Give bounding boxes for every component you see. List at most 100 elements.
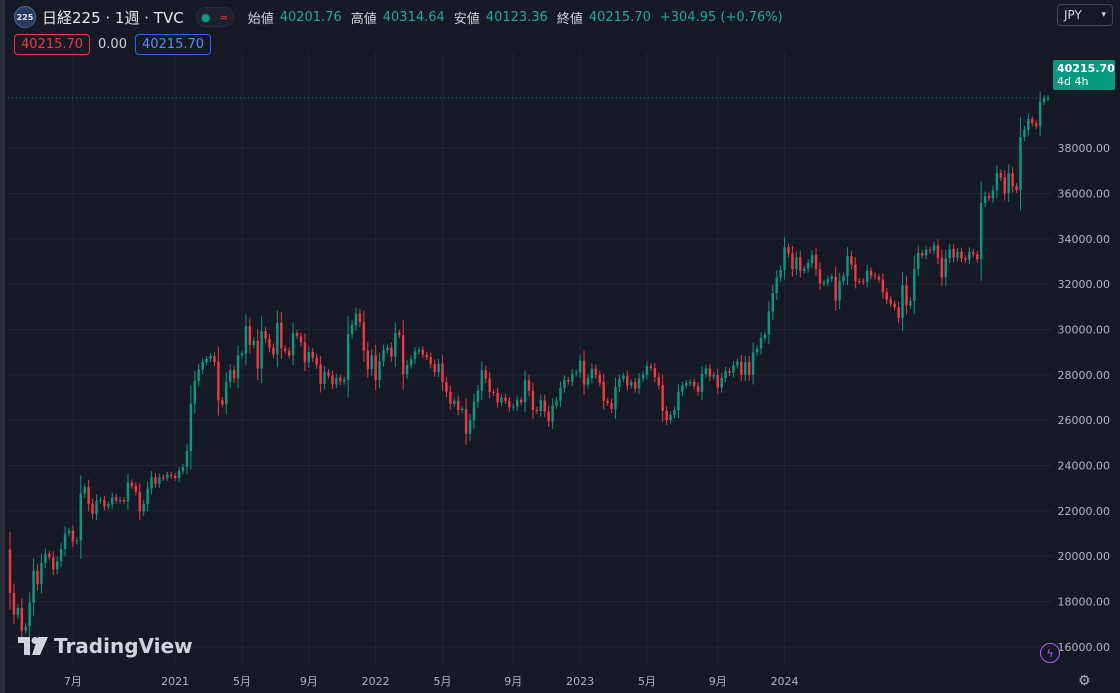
- candle: [358, 308, 362, 328]
- candle-body: [976, 254, 979, 260]
- candle: [964, 255, 967, 263]
- candle: [390, 342, 393, 362]
- currency-select[interactable]: JPY ▾: [1057, 4, 1113, 26]
- candle: [610, 398, 613, 414]
- candle-body: [79, 493, 82, 541]
- candle: [445, 377, 448, 397]
- candle: [582, 350, 586, 395]
- candle-body: [1034, 123, 1038, 127]
- candle: [79, 475, 82, 559]
- candle-body: [602, 382, 605, 401]
- candle-body: [747, 362, 751, 375]
- candle-body: [582, 360, 586, 385]
- candle: [248, 317, 252, 354]
- candle-body: [543, 400, 546, 412]
- tradingview-logo[interactable]: TradingView: [18, 634, 193, 658]
- candle: [40, 553, 43, 594]
- candle-body: [24, 626, 27, 631]
- candle-body: [232, 370, 236, 379]
- candle: [240, 350, 244, 359]
- candle-body: [95, 500, 98, 514]
- candle: [232, 365, 236, 384]
- gear-icon[interactable]: ⚙: [1078, 673, 1091, 689]
- candle-body: [122, 499, 126, 502]
- candle: [657, 372, 660, 390]
- candle-body: [484, 370, 487, 379]
- status-pill[interactable]: ● ≈: [195, 7, 234, 27]
- candle: [567, 376, 570, 385]
- candle: [284, 345, 287, 354]
- candle-body: [586, 378, 590, 385]
- candle-body: [476, 390, 480, 403]
- candle-body: [622, 375, 625, 379]
- candle-body: [189, 403, 193, 452]
- candle-body: [944, 258, 947, 278]
- candle: [641, 371, 645, 382]
- candle: [350, 319, 354, 340]
- candle: [44, 548, 47, 569]
- price-axis: 16000.00 18000.00 20000.00 22000.00 24000.00…: [1058, 142, 1111, 654]
- candle: [303, 333, 307, 372]
- candle: [83, 483, 86, 498]
- candle: [885, 287, 889, 304]
- change-value: +304.95 (+0.76%): [659, 9, 783, 25]
- candle: [630, 379, 633, 389]
- candle-body: [563, 379, 566, 388]
- candle: [374, 344, 377, 391]
- candle: [822, 279, 826, 287]
- candle-body: [1027, 119, 1030, 131]
- candle: [818, 262, 822, 290]
- symbol-logo-icon[interactable]: 225: [14, 6, 36, 28]
- candle: [602, 373, 605, 410]
- candle-body: [394, 332, 397, 357]
- candle: [150, 471, 153, 495]
- buy-button[interactable]: 40215.70: [134, 34, 212, 55]
- candle-body: [464, 408, 468, 435]
- candle: [126, 474, 130, 510]
- candle-body: [433, 364, 436, 373]
- candle-body: [504, 397, 507, 401]
- candle-body: [928, 249, 932, 251]
- candle-body: [712, 374, 716, 377]
- symbol-title[interactable]: 日経225 · 1週 · TVC: [42, 8, 184, 27]
- candle: [91, 498, 94, 520]
- candle: [924, 245, 928, 260]
- candle-body: [826, 278, 830, 283]
- candle-body: [185, 451, 189, 468]
- candle: [382, 344, 385, 367]
- lightning-icon[interactable]: ϟ: [1040, 643, 1060, 663]
- candle: [712, 371, 716, 380]
- trade-tags: 40215.70 0.00 40215.70: [14, 34, 212, 55]
- candle: [991, 185, 995, 203]
- candle: [114, 494, 118, 504]
- candle-body: [358, 313, 362, 323]
- candle-body: [52, 557, 55, 570]
- candle-body: [287, 350, 291, 356]
- price-tick-label: 32000.00: [1058, 278, 1111, 291]
- candle-body: [339, 377, 342, 382]
- high-value: 40314.64: [382, 9, 445, 25]
- candle: [59, 542, 63, 568]
- candle-body: [653, 368, 657, 378]
- candle: [492, 388, 495, 396]
- candle: [28, 592, 31, 637]
- candle-body: [1031, 119, 1034, 124]
- candle-body: [567, 379, 570, 382]
- time-tick-label: 2024: [771, 675, 799, 688]
- candle-body: [366, 350, 370, 370]
- sell-button[interactable]: 40215.70: [14, 34, 91, 55]
- candle: [704, 364, 708, 378]
- candle: [295, 329, 299, 340]
- candle: [531, 382, 535, 419]
- candle: [720, 372, 723, 393]
- candle: [453, 397, 456, 407]
- candle: [590, 363, 594, 384]
- candle: [335, 373, 338, 389]
- candle: [213, 352, 216, 366]
- candle: [1003, 170, 1006, 201]
- candle: [67, 527, 71, 537]
- candle-body: [173, 475, 177, 478]
- candle: [944, 249, 947, 286]
- candle-body: [107, 504, 110, 507]
